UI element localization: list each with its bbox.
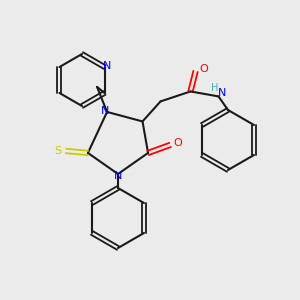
Text: N: N [101, 106, 109, 116]
Text: H: H [211, 83, 218, 93]
Text: O: O [174, 138, 182, 148]
Text: N: N [218, 88, 227, 98]
Text: S: S [54, 146, 61, 156]
Text: N: N [103, 61, 112, 71]
Text: O: O [199, 64, 208, 74]
Text: N: N [114, 171, 122, 181]
